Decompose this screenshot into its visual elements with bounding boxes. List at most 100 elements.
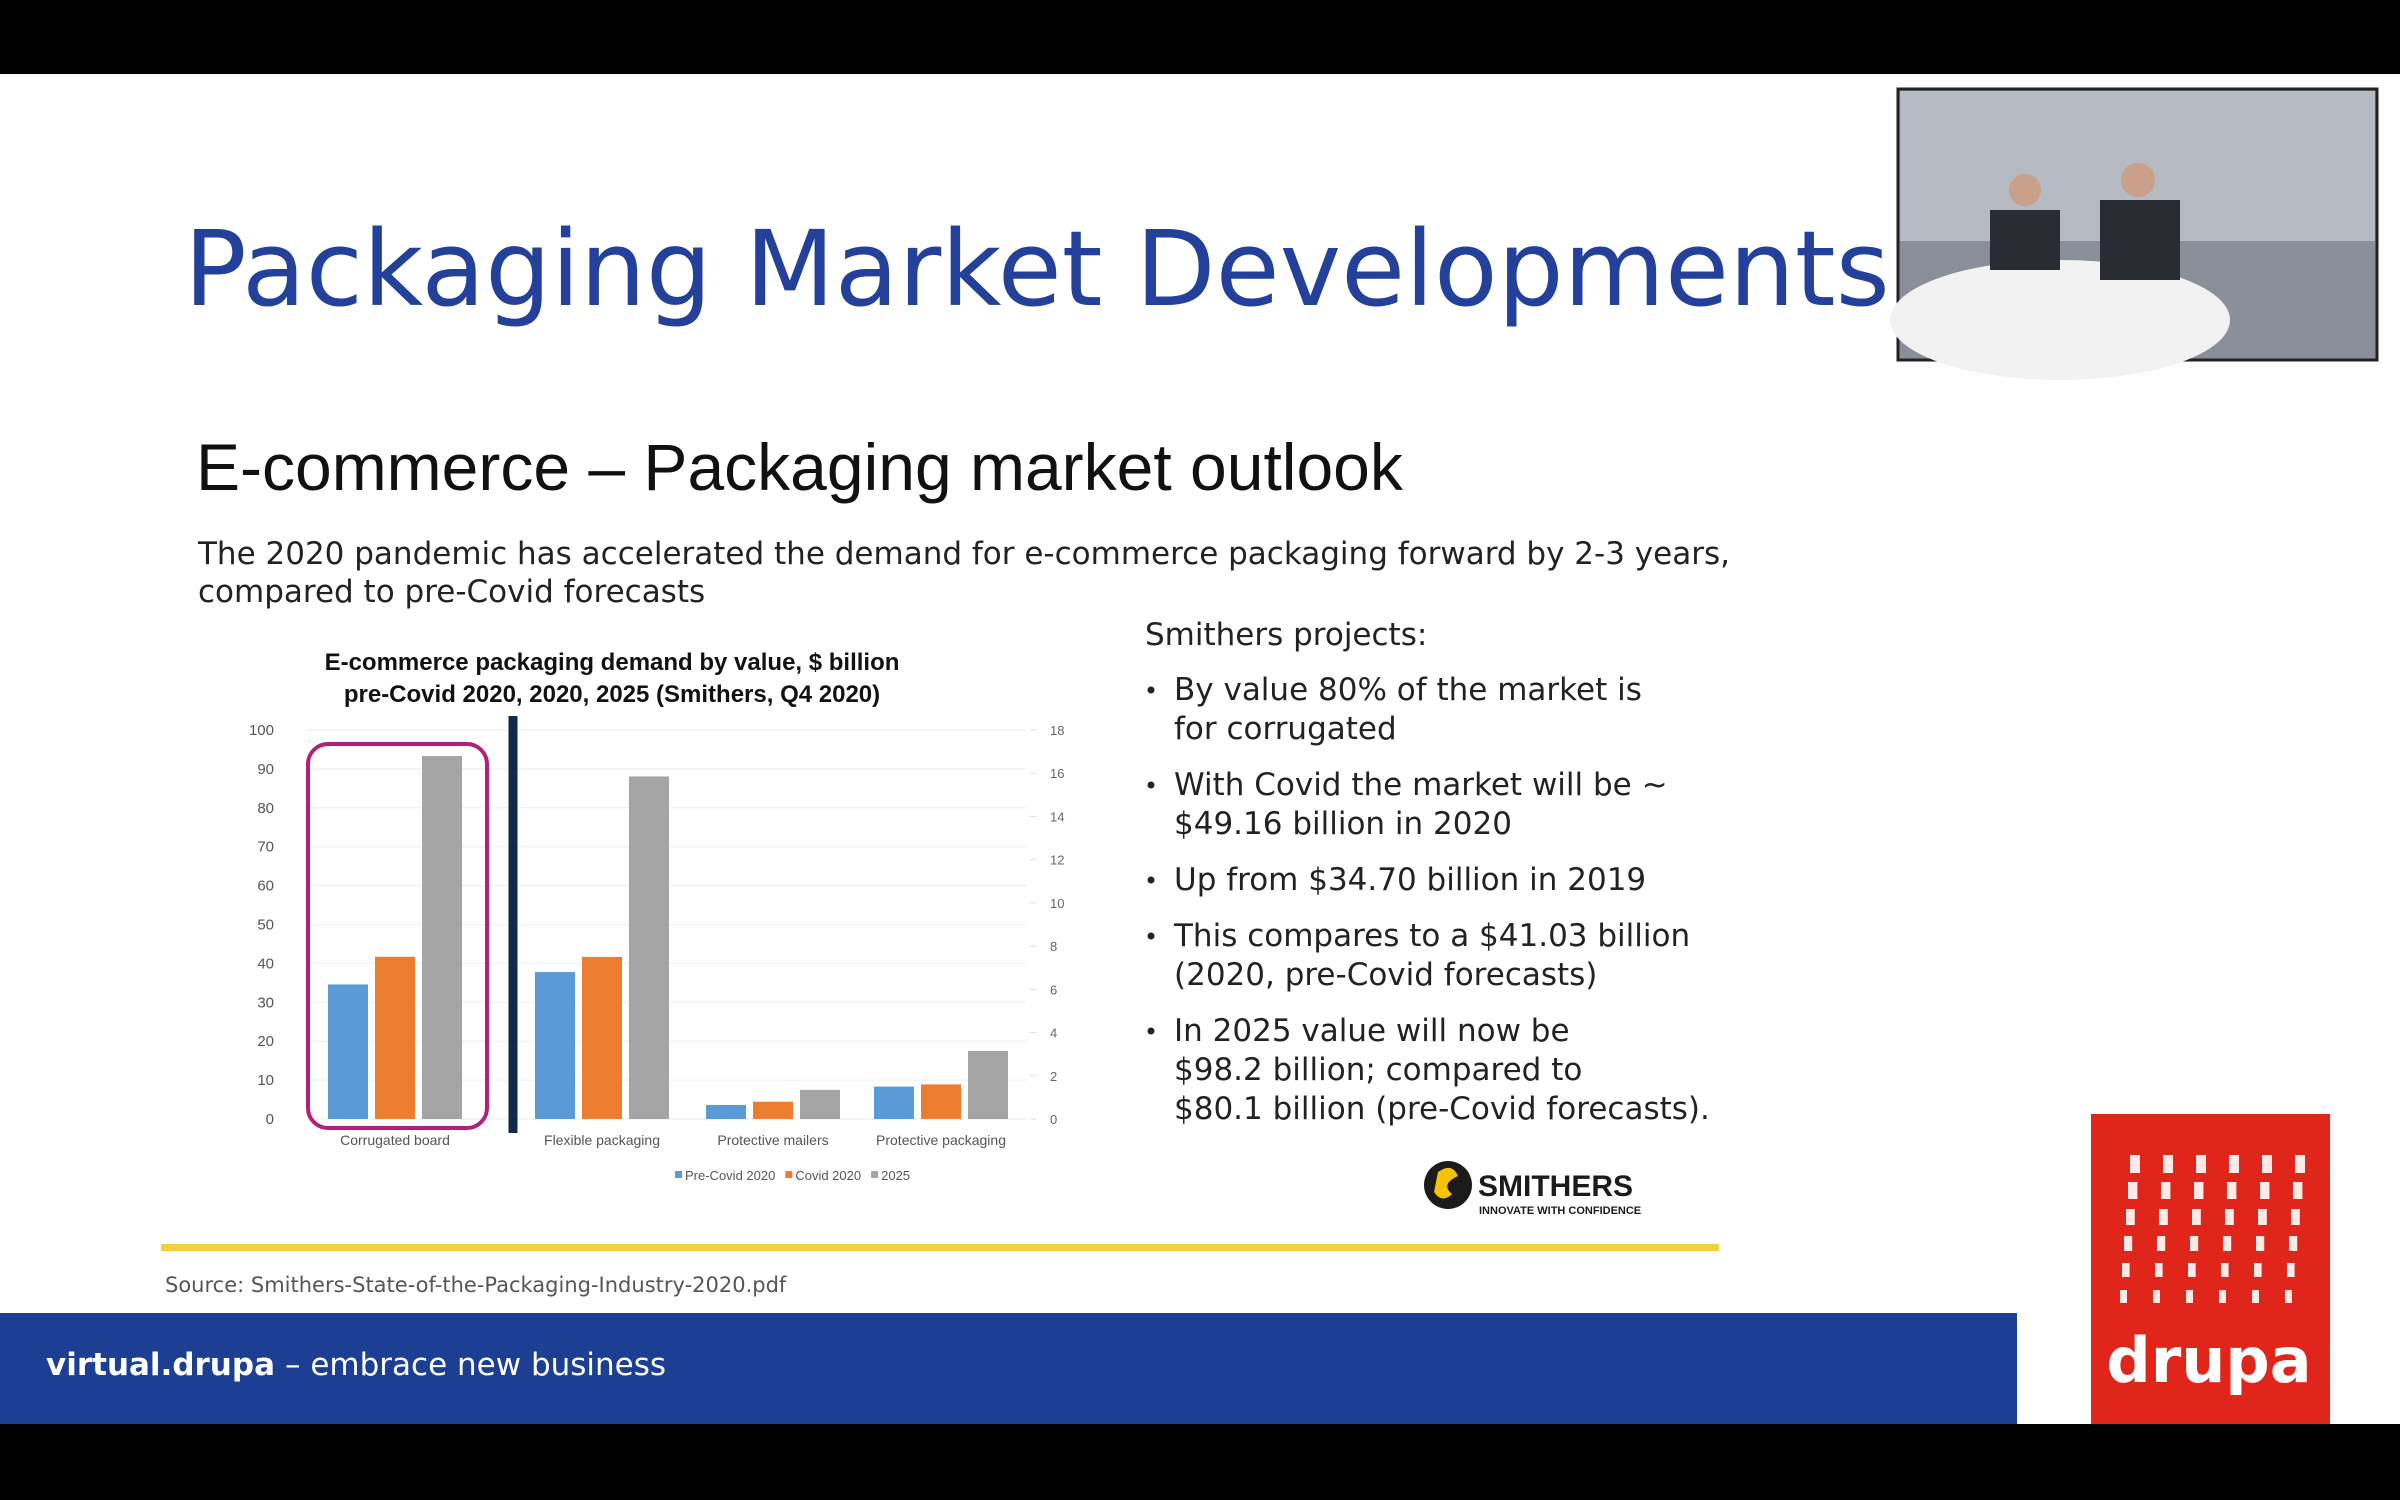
drupa-dot <box>2196 1155 2206 1173</box>
logo-mark <box>1424 1161 1472 1209</box>
drupa-dot <box>2157 1236 2166 1251</box>
bullet-dot <box>1147 686 1155 694</box>
drupa-dot <box>2287 1263 2295 1277</box>
bullet-dot <box>1147 781 1155 789</box>
bullet-text: This compares to a $41.03 billion <box>1173 918 1690 954</box>
bar <box>874 1086 914 1119</box>
logo-tagline: INNOVATE WITH CONFIDENCE <box>1479 1205 1641 1217</box>
y2-tick-label: 16 <box>1050 766 1064 781</box>
chart: 0 10 20 30 40 50 60 70 80 90 100 0 2 4 6 8 10 12 14 16 18 Cor… <box>249 712 1064 1202</box>
y-tick-label: 30 <box>257 994 274 1011</box>
bullet-text: (2020, pre-Covid forecasts) <box>1174 957 1597 993</box>
bar <box>328 984 368 1119</box>
drupa-dot <box>2192 1209 2201 1225</box>
bar <box>535 972 575 1119</box>
drupa-dot <box>2120 1290 2127 1303</box>
drupa-dot <box>2190 1236 2199 1251</box>
drupa-dot <box>2159 1209 2168 1225</box>
drupa-dot <box>2285 1290 2292 1303</box>
slide-subtitle: E-commerce – Packaging market outlook <box>196 430 1404 504</box>
drupa-dot <box>2289 1236 2298 1251</box>
intro-line: The 2020 pandemic has accelerated the de… <box>197 536 1730 572</box>
drupa-dot <box>2260 1182 2270 1199</box>
highlight-box <box>306 742 489 1130</box>
legend-label: 2025 <box>881 1168 910 1183</box>
bar <box>375 956 415 1119</box>
drupa-dot <box>2256 1236 2265 1251</box>
y-tick-label: 80 <box>257 800 274 817</box>
bar <box>422 756 462 1119</box>
y-tick-label: 10 <box>257 1072 274 1089</box>
x-tick-label: Protective packaging <box>876 1132 1006 1148</box>
drupa-dot <box>2291 1209 2300 1225</box>
y-tick-label: 70 <box>257 839 274 856</box>
video-person <box>1990 210 2060 270</box>
footer-slogan: – embrace new business <box>285 1347 666 1383</box>
y2-tick-label: 2 <box>1050 1069 1057 1084</box>
legend-swatch <box>675 1171 682 1178</box>
footer-brand: virtual.drupa <box>46 1347 275 1383</box>
bullet-text: $49.16 billion in 2020 <box>1174 806 1512 842</box>
bullet-text: By value 80% of the market is <box>1174 672 1642 708</box>
drupa-dot <box>2194 1182 2204 1199</box>
drupa-dot <box>2295 1155 2305 1173</box>
drupa-dot <box>2186 1290 2193 1303</box>
y-tick-label: 50 <box>257 917 274 934</box>
bullet-text: $80.1 billion (pre-Covid forecasts). <box>1174 1091 1710 1127</box>
chart-subtitle: pre-Covid 2020, 2020, 2025 (Smithers, Q4… <box>344 681 880 708</box>
drupa-dot <box>2252 1290 2259 1303</box>
drupa-dot <box>2254 1263 2262 1277</box>
slide-title: Packaging Market Developments <box>184 208 1890 330</box>
source: Source: Smithers-State-of-the-Packaging-… <box>165 1273 787 1297</box>
bullet-dot <box>1147 876 1155 884</box>
drupa-dot <box>2124 1236 2133 1251</box>
bar <box>921 1084 961 1119</box>
footer-text: virtual.drupa – embrace new business <box>46 1347 666 1383</box>
video-person <box>2121 163 2155 197</box>
y-tick-label: 60 <box>257 878 274 895</box>
legend-swatch <box>871 1171 879 1178</box>
legend-label: Pre-Covid 2020 <box>685 1168 775 1183</box>
logo-mark <box>1434 1167 1458 1199</box>
legend-swatch <box>785 1171 793 1178</box>
y-tick-label: 90 <box>257 761 274 778</box>
divider <box>161 1244 1719 1251</box>
bullet-text: Up from $34.70 billion in 2019 <box>1174 862 1646 898</box>
drupa-logo: drupa <box>2106 1324 2311 1397</box>
drupa-dot <box>2161 1182 2171 1199</box>
drupa-dot <box>2262 1155 2272 1173</box>
drupa-dot <box>2293 1182 2303 1199</box>
drupa-dot <box>2122 1263 2130 1277</box>
x-tick-label: Protective mailers <box>717 1132 828 1148</box>
drupa-dot <box>2258 1209 2267 1225</box>
y2-tick-label: 10 <box>1050 896 1064 911</box>
drupa-dot <box>2229 1155 2239 1173</box>
drupa-dots <box>2120 1155 2305 1303</box>
bullet-text: With Covid the market will be ~ <box>1174 767 1668 803</box>
drupa-dot <box>2221 1263 2229 1277</box>
bar <box>800 1089 840 1119</box>
bar <box>753 1101 793 1119</box>
drupa-dot <box>2219 1290 2226 1303</box>
y2-tick-label: 18 <box>1050 723 1064 738</box>
drupa-dot <box>2128 1182 2138 1199</box>
drupa-dot <box>2227 1182 2237 1199</box>
intro-line: compared to pre-Covid forecasts <box>198 574 705 610</box>
drupa-dot <box>2188 1263 2196 1277</box>
bar <box>629 776 669 1119</box>
drupa-dot <box>2126 1209 2135 1225</box>
footer-band <box>0 1313 2017 1424</box>
y2-tick-label: 4 <box>1050 1026 1057 1041</box>
bar <box>968 1050 1008 1119</box>
y2-tick-label: 8 <box>1050 939 1057 954</box>
y-tick-label: 100 <box>249 722 274 739</box>
x-tick-label: Flexible packaging <box>544 1132 660 1148</box>
chart-title: E-commerce packaging demand by value, $ … <box>325 649 900 676</box>
drupa-dot <box>2155 1263 2163 1277</box>
video-person <box>2009 174 2041 206</box>
y2-tick-label: 0 <box>1050 1112 1057 1127</box>
drupa-dot <box>2163 1155 2173 1173</box>
